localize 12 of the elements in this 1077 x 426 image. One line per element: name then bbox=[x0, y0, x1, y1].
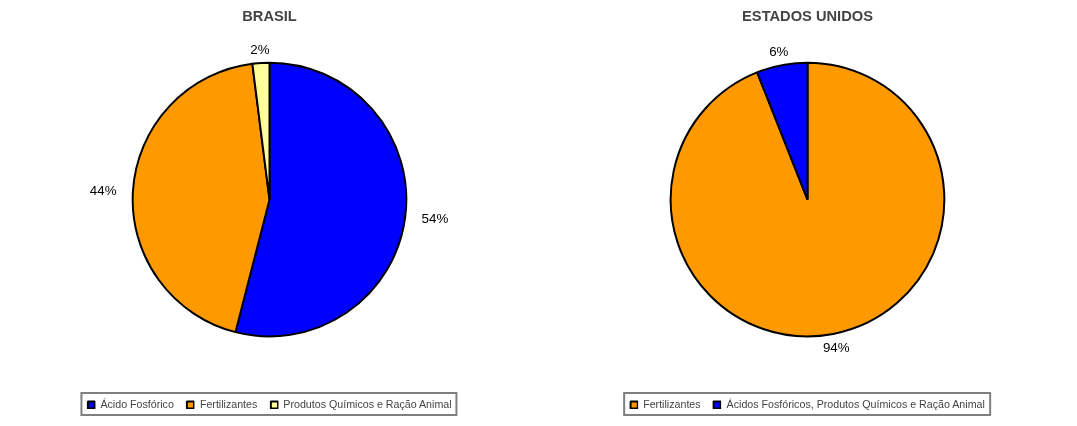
chart-title: ESTADOS UNIDOS bbox=[742, 7, 874, 24]
data-label: 94% bbox=[822, 339, 850, 355]
legend-label: Ácidos Fosfóricos, Produtos Químicos e Ração Animal bbox=[726, 398, 985, 410]
legend-label: Fertilizantes bbox=[643, 398, 701, 410]
legend-label: Ácido Fosfórico bbox=[100, 398, 174, 410]
data-label: 54% bbox=[421, 210, 449, 226]
data-label: 44% bbox=[89, 182, 117, 198]
legend-label: Produtos Químicos e Ração Animal bbox=[283, 398, 452, 410]
data-label: 2% bbox=[250, 41, 270, 57]
chart-title: BRASIL bbox=[242, 7, 297, 24]
data-label: 6% bbox=[769, 44, 789, 60]
legend-label: Fertilizantes bbox=[199, 398, 258, 410]
